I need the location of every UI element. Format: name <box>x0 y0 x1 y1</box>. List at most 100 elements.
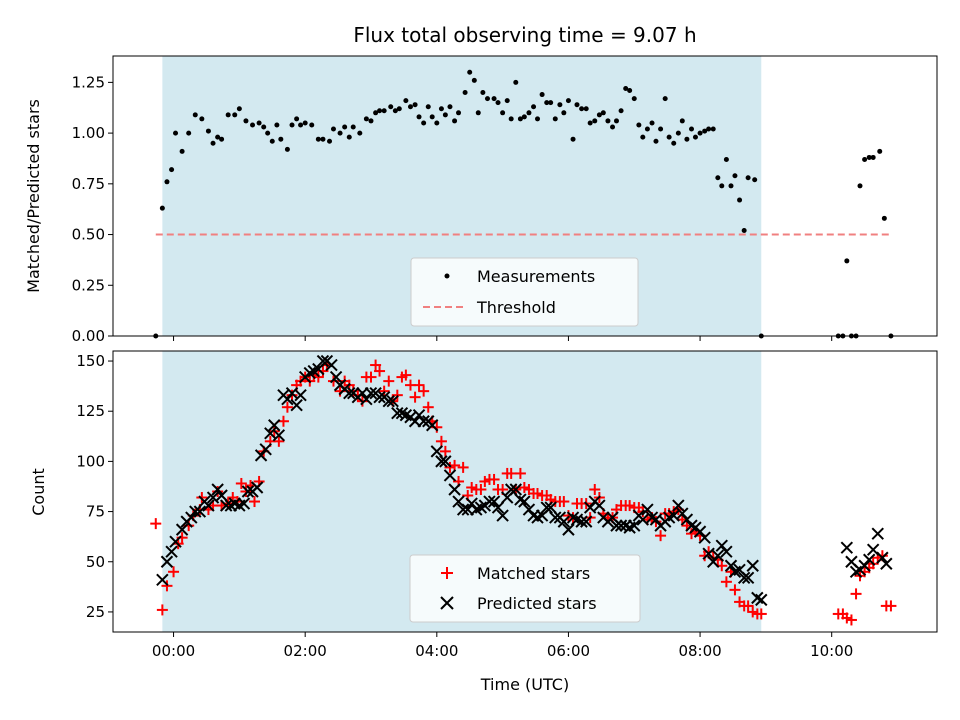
measurement-point <box>570 136 576 142</box>
measurement-point <box>169 167 175 173</box>
matched-star-point <box>558 496 570 508</box>
predicted-star-point <box>575 515 588 528</box>
measurement-point <box>330 126 336 132</box>
predicted-star-point <box>540 501 553 514</box>
measurement-point <box>737 197 743 203</box>
measurement-point <box>692 134 698 140</box>
bottom-xtick-label: 00:00 <box>152 642 195 660</box>
measurement-point <box>243 118 249 124</box>
measurement-point <box>658 126 664 132</box>
measurement-point <box>862 156 868 162</box>
predicted-star-point <box>715 539 728 552</box>
matched-star-point <box>439 445 451 457</box>
matched-star-point <box>235 477 247 489</box>
predicted-star-point <box>557 515 571 528</box>
predicted-star-point <box>430 445 444 458</box>
predicted-star-point <box>364 386 378 400</box>
measurement-point <box>728 183 734 189</box>
measurement-point <box>662 96 668 102</box>
matched-star-point <box>413 379 425 391</box>
measurement-point <box>368 118 374 124</box>
top-y-axis-label: Matched/Predicted stars <box>24 99 43 293</box>
measurement-point <box>403 98 409 104</box>
measurement-point <box>346 134 352 140</box>
measurement-point <box>596 112 602 118</box>
predicted-star-point <box>211 483 224 496</box>
top-legend: Measurements Threshold <box>410 257 639 327</box>
matched-star-point <box>720 576 732 588</box>
matched-star-point <box>400 369 412 381</box>
legend-matched-marker <box>441 567 453 579</box>
measurement-point <box>605 118 611 124</box>
chart-title: Flux total observing time = 9.07 h <box>353 23 696 47</box>
legend-matched-label: Matched stars <box>477 564 590 583</box>
matched-star-point <box>655 530 667 542</box>
matched-star-point <box>374 365 386 377</box>
measurement-point <box>623 85 629 91</box>
measurement-point <box>539 92 545 98</box>
measurement-point <box>225 112 231 118</box>
matched-star-point <box>161 580 173 592</box>
matched-star-point <box>703 546 715 558</box>
measurement-point <box>396 106 402 112</box>
matched-star-point <box>742 600 754 612</box>
predicted-star-point <box>250 481 264 494</box>
measurement-point <box>587 120 593 126</box>
measurement-point <box>495 100 501 106</box>
predicted-star-point <box>412 409 426 422</box>
measurement-point <box>289 122 295 128</box>
predicted-star-point <box>724 559 738 572</box>
measurement-point <box>302 120 308 126</box>
predicted-star-point <box>268 419 281 432</box>
matched-star-point <box>589 483 601 495</box>
measurement-point <box>710 126 716 132</box>
measurement-point <box>675 130 681 136</box>
measurement-point <box>350 124 356 130</box>
measurement-point <box>715 175 721 181</box>
measurement-point <box>192 112 198 118</box>
measurement-point <box>215 134 221 140</box>
predicted-star-point <box>343 386 356 400</box>
predicted-star-point <box>425 419 439 432</box>
measurement-point <box>261 124 267 130</box>
predicted-star-point <box>720 545 733 558</box>
measurement-point <box>447 104 453 110</box>
predicted-star-point <box>360 392 373 406</box>
predicted-star-point <box>160 555 174 568</box>
measurement-point <box>870 154 876 160</box>
measurement-point <box>565 98 571 104</box>
matched-star-point <box>277 415 289 427</box>
measurement-point <box>232 112 238 118</box>
bottom-x-axis: 00:00 02:00 04:00 06:00 08:00 10:00 <box>152 632 853 660</box>
predicted-star-point <box>329 370 343 384</box>
predicted-star-point <box>544 501 557 514</box>
matched-star-point <box>156 604 168 616</box>
matched-star-point <box>249 496 261 508</box>
measurement-point <box>574 102 580 108</box>
predicted-star-point <box>241 485 255 498</box>
measurement-point <box>256 120 262 126</box>
top-ytick-label: 1.00 <box>72 124 105 142</box>
legend-threshold-label: Threshold <box>476 298 556 317</box>
measurement-point <box>640 134 646 140</box>
predicted-star-point <box>737 571 751 585</box>
predicted-star-point <box>448 483 461 496</box>
measurement-point <box>173 130 179 136</box>
measurement-point <box>429 114 435 120</box>
matched-star-point <box>845 614 857 626</box>
measurement-point <box>618 108 624 114</box>
measurement-point <box>219 136 225 142</box>
measurement-point <box>407 104 413 110</box>
measurement-point <box>508 116 514 122</box>
legend-predicted-marker <box>440 596 454 610</box>
measurement-point <box>631 96 637 102</box>
predicted-star-point <box>593 499 606 512</box>
top-axes-frame <box>112 55 938 337</box>
measurement-point <box>210 140 216 146</box>
measurement-point <box>284 146 290 152</box>
predicted-star-point <box>755 593 768 607</box>
predicted-star-point <box>487 495 501 508</box>
measurement-point <box>484 96 490 102</box>
legend-predicted-label: Predicted stars <box>477 594 597 613</box>
bottom-xtick-label: 06:00 <box>547 642 590 660</box>
